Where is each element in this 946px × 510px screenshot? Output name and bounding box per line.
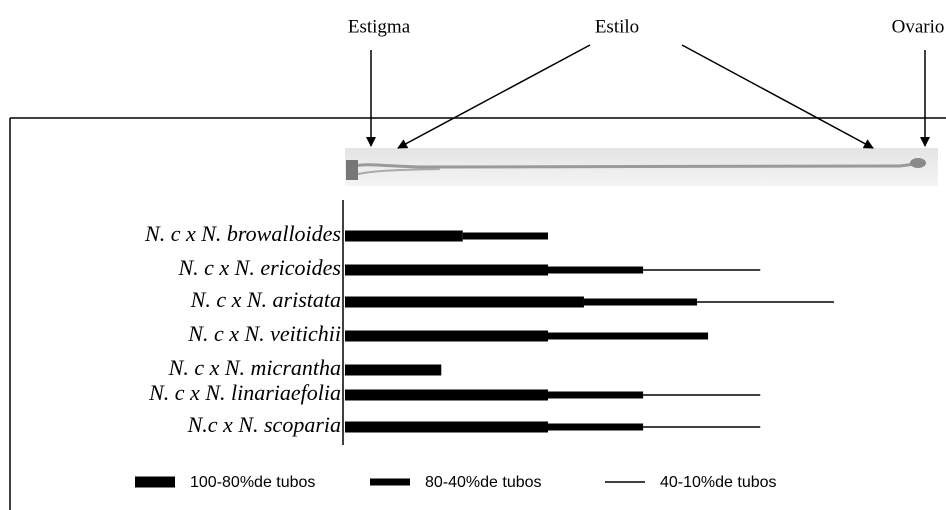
category-label: N.c x N. scoparia [187,412,341,437]
category-label: N. c x N. browalloides [144,221,341,246]
category-label: N. c x N. aristata [190,287,341,312]
category-label: N. c x N. veitichii [187,321,341,346]
arrows [366,44,930,149]
legend-label: 80-40%de tubos [425,474,542,491]
annotation: Estigma [348,16,411,37]
category-label: N. c x N. ericoides [177,255,341,280]
category-label: N. c x N. linariaefolia [148,380,341,405]
annotation: Estilo [595,16,639,37]
pistil-image [345,148,938,186]
annotation: Ovario [892,16,945,37]
category-label: N. c x N. micrantha [168,355,341,380]
legend-label: 40-10%de tubos [660,474,777,491]
legend-label: 100-80%de tubos [190,474,315,491]
